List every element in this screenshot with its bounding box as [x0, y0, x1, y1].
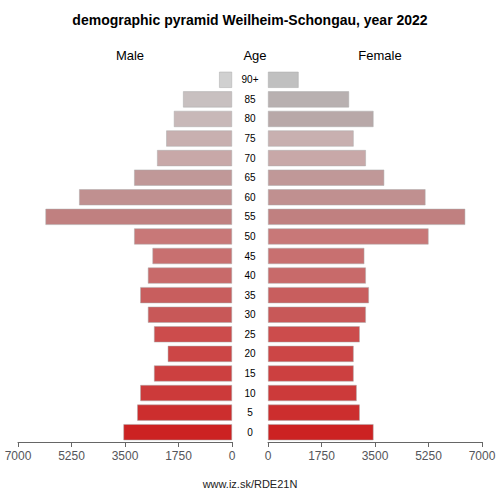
svg-text:Male: Male	[116, 48, 144, 63]
svg-text:demographic pyramid Weilheim-S: demographic pyramid Weilheim-Schongau, y…	[72, 12, 428, 28]
svg-text:1750: 1750	[165, 449, 192, 463]
svg-text:25: 25	[244, 329, 256, 340]
svg-text:80: 80	[244, 113, 256, 124]
svg-text:Age: Age	[243, 48, 266, 63]
svg-text:70: 70	[244, 153, 256, 164]
svg-text:15: 15	[244, 368, 256, 379]
svg-text:5250: 5250	[415, 449, 442, 463]
svg-text:90+: 90+	[242, 74, 259, 85]
svg-text:55: 55	[244, 211, 256, 222]
svg-text:Female: Female	[358, 48, 401, 63]
svg-text:65: 65	[244, 172, 256, 183]
svg-text:75: 75	[244, 133, 256, 144]
svg-text:1750: 1750	[308, 449, 335, 463]
svg-text:20: 20	[244, 348, 256, 359]
svg-text:30: 30	[244, 309, 256, 320]
svg-text:85: 85	[244, 94, 256, 105]
svg-text:0: 0	[265, 449, 272, 463]
svg-text:60: 60	[244, 192, 256, 203]
svg-text:45: 45	[244, 251, 256, 262]
svg-text:www.iz.sk/RDE21N: www.iz.sk/RDE21N	[202, 478, 298, 490]
svg-text:10: 10	[244, 388, 256, 399]
svg-text:5: 5	[247, 407, 253, 418]
svg-text:50: 50	[244, 231, 256, 242]
svg-text:7000: 7000	[5, 449, 32, 463]
svg-text:0: 0	[229, 449, 236, 463]
svg-text:40: 40	[244, 270, 256, 281]
svg-text:35: 35	[244, 290, 256, 301]
svg-text:7000: 7000	[469, 449, 496, 463]
svg-text:3500: 3500	[362, 449, 389, 463]
svg-text:3500: 3500	[112, 449, 139, 463]
svg-text:0: 0	[247, 427, 253, 438]
svg-text:5250: 5250	[58, 449, 85, 463]
